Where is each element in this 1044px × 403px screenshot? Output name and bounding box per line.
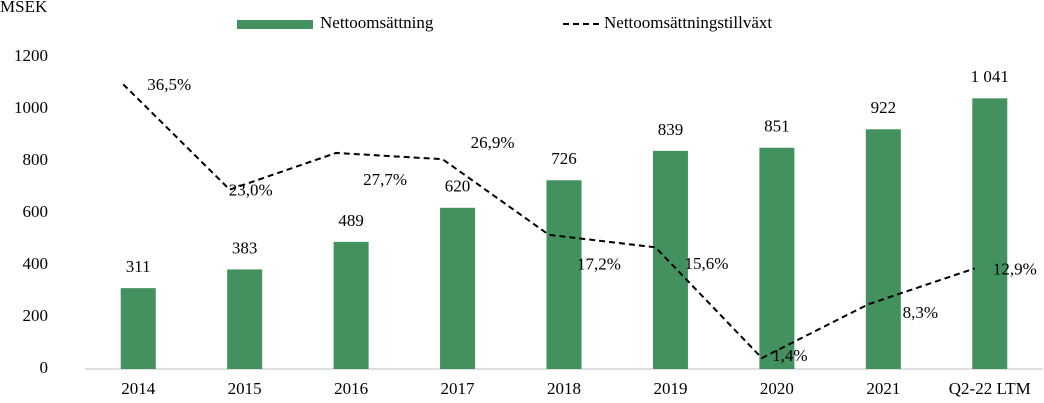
x-tick-label: 2018 [547,379,581,398]
line-value-label: 27,7% [363,170,407,189]
x-tick-label: 2019 [653,379,687,398]
bar-value-label: 839 [658,120,684,139]
y-tick-label: 800 [23,150,49,169]
bar [972,98,1008,369]
y-tick-label: 0 [40,358,49,377]
bar-value-label: 726 [551,149,577,168]
x-tick-label: 2017 [441,379,476,398]
y-tick-label: 200 [23,306,49,325]
y-axis-label: MSEK [0,0,48,16]
bar-value-label: 851 [764,117,790,136]
bar-value-label: 311 [126,257,151,276]
bar [333,241,369,369]
bar [865,129,901,369]
x-tick-label: 2021 [866,379,900,398]
bar [227,269,263,369]
y-tick-label: 600 [23,202,49,221]
x-tick-label: Q2-22 LTM [949,379,1031,398]
y-tick-label: 1000 [14,98,48,117]
bar [120,288,156,369]
y-tick-label: 400 [23,254,49,273]
bar [652,150,688,369]
legend-label: Nettoomsättningstillväxt [604,13,772,32]
legend-swatch [237,20,313,29]
x-tick-label: 2020 [760,379,794,398]
line-value-label: 1,4% [772,346,807,365]
line-value-label: 36,5% [147,75,191,94]
y-tick-label: 1200 [14,46,48,65]
legend-label: Nettoomsättning [320,13,434,32]
bar-value-label: 1 041 [971,67,1009,86]
bar-value-label: 383 [232,238,258,257]
x-tick-label: 2015 [228,379,262,398]
line-value-label: 17,2% [577,255,621,274]
line-value-label: 26,9% [471,133,515,152]
line-value-label: 23,0% [229,181,273,200]
bar [759,147,795,369]
bar [546,180,582,369]
bar-value-label: 922 [871,98,897,117]
line-value-label: 8,3% [903,303,938,322]
bar-value-label: 620 [445,177,471,196]
bar-value-label: 489 [338,211,364,230]
line-value-label: 12,9% [993,259,1037,278]
x-tick-label: 2014 [121,379,156,398]
x-tick-label: 2016 [334,379,368,398]
bar [440,207,476,369]
line-value-label: 15,6% [684,254,728,273]
